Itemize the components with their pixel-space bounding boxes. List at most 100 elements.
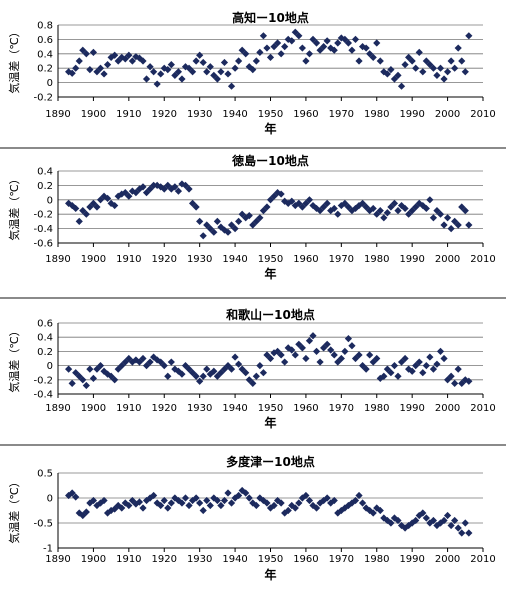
- data-point: [252, 501, 260, 510]
- data-point: [351, 496, 360, 505]
- data-point: [75, 217, 83, 225]
- y-tick-label: 0.4: [37, 49, 53, 60]
- x-tick-label: 1960: [293, 403, 318, 414]
- data-point: [227, 499, 236, 507]
- data-point: [82, 210, 90, 218]
- data-point: [150, 353, 158, 361]
- x-tick-label: 1910: [116, 554, 141, 565]
- x-tick-label: 1960: [293, 254, 318, 265]
- data-point: [227, 365, 236, 373]
- y-axis-label: 気温差（℃）: [7, 325, 21, 392]
- data-point: [397, 521, 406, 530]
- data-point: [100, 496, 108, 505]
- data-point: [376, 207, 384, 215]
- x-tick-label: 1970: [329, 403, 354, 414]
- data-point: [358, 43, 367, 51]
- data-point: [302, 354, 310, 363]
- data-point: [217, 68, 225, 76]
- data-point: [196, 499, 204, 507]
- data-point: [312, 39, 321, 47]
- data-point: [429, 516, 438, 525]
- x-tick-label: 1920: [152, 109, 177, 120]
- x-tick-label: 2010: [470, 554, 495, 565]
- x-axis-label: 年: [264, 121, 276, 136]
- data-point: [224, 362, 232, 370]
- data-point: [174, 187, 183, 195]
- data-point: [238, 365, 246, 373]
- y-tick-label: -0.4: [33, 224, 53, 235]
- data-point: [220, 496, 229, 505]
- data-point: [111, 201, 119, 210]
- data-point: [348, 46, 356, 54]
- y-tick-label: -0.5: [33, 519, 53, 530]
- y-tick-label: 0.2: [37, 64, 53, 75]
- data-point: [447, 521, 455, 530]
- data-point: [217, 369, 225, 377]
- data-point: [249, 66, 257, 74]
- data-point: [440, 354, 448, 363]
- data-point: [408, 207, 416, 215]
- data-point: [174, 68, 183, 76]
- data-point: [157, 70, 165, 78]
- data-point: [252, 372, 260, 380]
- data-point: [192, 372, 200, 380]
- y-axis-label: 気温差（℃）: [7, 26, 21, 93]
- data-point: [111, 376, 119, 384]
- data-point: [86, 66, 94, 74]
- data-point: [454, 44, 462, 52]
- data-point: [249, 379, 257, 387]
- data-point: [465, 221, 473, 229]
- data-point: [242, 369, 250, 377]
- x-tick-label: 1920: [152, 403, 177, 414]
- data-point: [266, 53, 275, 61]
- data-point: [185, 501, 193, 510]
- data-point: [383, 70, 391, 78]
- data-point: [305, 196, 314, 204]
- data-point: [358, 362, 367, 370]
- data-point: [263, 44, 271, 52]
- data-point: [125, 51, 133, 59]
- data-point: [330, 351, 338, 359]
- data-point: [351, 35, 360, 43]
- data-point: [181, 494, 190, 502]
- data-point: [291, 28, 299, 36]
- x-tick-label: 1890: [45, 109, 70, 120]
- data-point: [171, 183, 179, 191]
- data-point: [316, 46, 324, 54]
- data-point: [89, 374, 98, 382]
- data-point: [291, 351, 299, 359]
- data-point: [270, 192, 278, 200]
- data-point: [139, 354, 147, 363]
- data-point: [103, 61, 112, 69]
- x-tick-label: 2010: [470, 403, 495, 414]
- data-point: [295, 340, 303, 348]
- data-point: [210, 367, 218, 375]
- data-point: [277, 351, 285, 359]
- data-point: [196, 217, 204, 225]
- data-point: [383, 209, 391, 217]
- data-point: [454, 221, 462, 229]
- data-point: [245, 212, 253, 220]
- data-point: [415, 358, 423, 366]
- data-point: [65, 365, 73, 373]
- x-tick-label: 1940: [222, 403, 247, 414]
- data-point: [419, 68, 427, 76]
- data-point: [380, 372, 388, 380]
- data-point: [266, 354, 275, 363]
- data-point: [103, 194, 112, 202]
- y-tick-label: 0.2: [37, 181, 53, 192]
- data-point: [458, 529, 466, 537]
- data-point: [373, 354, 381, 363]
- data-point: [288, 197, 296, 205]
- x-axis-label: 年: [264, 567, 276, 582]
- data-point: [295, 499, 303, 507]
- data-point: [344, 203, 353, 211]
- data-point: [72, 64, 80, 72]
- data-point: [217, 501, 225, 510]
- data-point: [397, 201, 406, 210]
- data-point: [302, 57, 310, 65]
- x-tick-label: 1930: [187, 403, 212, 414]
- data-point: [256, 214, 264, 222]
- x-tick-label: 1970: [329, 109, 354, 120]
- data-point: [259, 32, 268, 40]
